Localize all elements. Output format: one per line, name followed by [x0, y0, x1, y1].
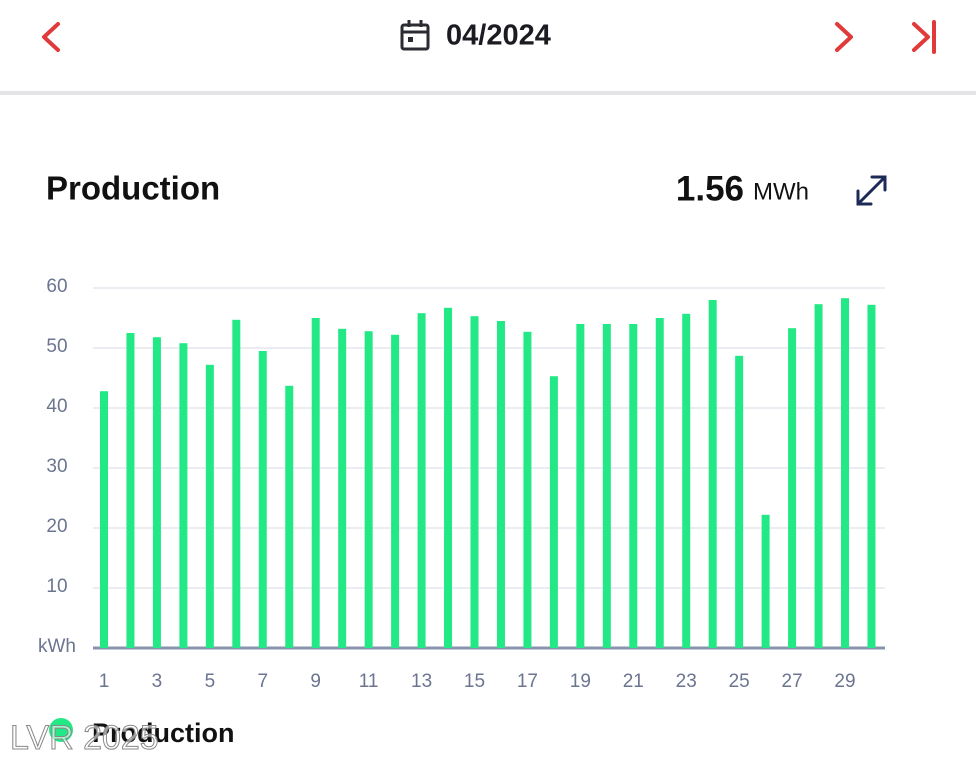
bar — [761, 514, 770, 648]
top-bar-border — [0, 91, 976, 95]
x-tick-label: 29 — [834, 671, 855, 692]
x-tick-label: 9 — [310, 671, 321, 692]
x-tick-label: 21 — [623, 671, 644, 692]
bar — [285, 385, 294, 648]
bar — [735, 355, 744, 648]
bar — [814, 304, 823, 648]
bar — [602, 324, 611, 648]
bar — [258, 351, 267, 648]
last-button[interactable] — [912, 20, 936, 54]
x-tick-label: 1 — [99, 671, 110, 692]
x-tick-label: 7 — [257, 671, 268, 692]
chart-title: Production — [46, 170, 220, 207]
bar — [867, 304, 876, 648]
x-tick-label: 15 — [464, 671, 485, 692]
x-tick-label: 25 — [729, 671, 750, 692]
bar — [523, 331, 532, 648]
bar — [179, 343, 188, 648]
bar — [364, 331, 373, 648]
bar — [444, 307, 453, 648]
next-button[interactable] — [835, 22, 853, 52]
y-tick-label: 30 — [46, 456, 67, 477]
x-tick-label: 17 — [517, 671, 538, 692]
total-value: 1.56 — [676, 169, 744, 208]
legend-label[interactable]: Production — [92, 718, 235, 748]
x-tick-label: 27 — [782, 671, 803, 692]
legend-swatch[interactable] — [49, 718, 73, 742]
bar — [311, 318, 320, 648]
y-tick-label: 60 — [46, 276, 67, 297]
bar — [549, 376, 558, 648]
watermark: LVR 2025 — [10, 719, 159, 757]
x-tick-label: 11 — [359, 671, 379, 692]
y-tick-label: 10 — [46, 576, 67, 597]
bar — [232, 319, 241, 648]
bar — [391, 334, 400, 648]
y-tick-label: 40 — [46, 396, 67, 417]
bar — [629, 324, 638, 648]
bar — [576, 324, 585, 648]
prev-button[interactable] — [42, 22, 60, 52]
bar — [152, 337, 161, 648]
top-bar — [0, 0, 976, 92]
bar — [205, 364, 214, 648]
calendar-icon — [400, 20, 430, 51]
x-tick-label: 13 — [411, 671, 432, 692]
x-tick-label: 19 — [570, 671, 591, 692]
expand-icon[interactable] — [856, 175, 887, 206]
bar — [496, 321, 505, 648]
bar — [841, 298, 849, 648]
bar — [417, 313, 426, 648]
total-unit: MWh — [753, 178, 809, 205]
y-tick-label: kWh — [38, 636, 76, 657]
bar — [338, 328, 347, 648]
bar — [100, 391, 108, 648]
x-tick-label: 5 — [205, 671, 216, 692]
bar — [708, 300, 717, 648]
period-label[interactable]: 04/2024 — [446, 20, 551, 52]
x-tick-label: 23 — [676, 671, 697, 692]
bar — [788, 328, 797, 648]
bar — [682, 313, 691, 648]
x-tick-label: 3 — [152, 671, 163, 692]
y-tick-label: 50 — [46, 336, 67, 357]
y-tick-label: 20 — [46, 516, 67, 537]
bar — [470, 316, 479, 648]
bar — [655, 318, 664, 648]
bar — [126, 333, 135, 648]
